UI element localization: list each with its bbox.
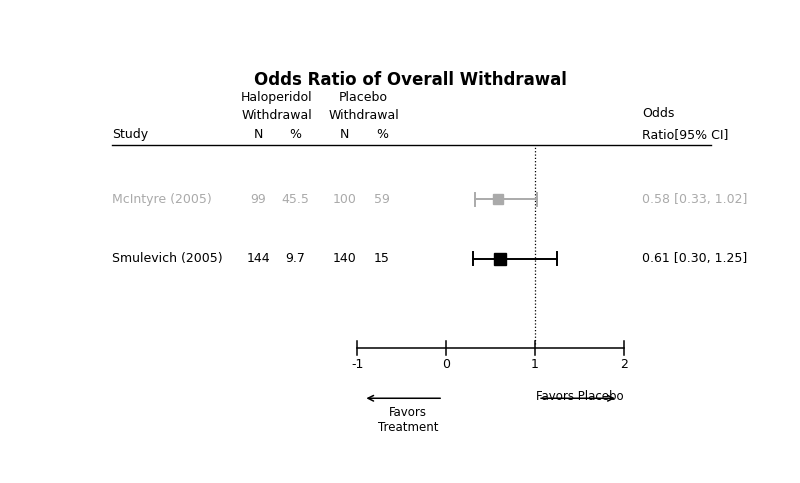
Text: 59: 59 [374,193,390,206]
Text: Odds: Odds [642,107,675,120]
Text: 15: 15 [374,252,390,265]
Text: Haloperidol: Haloperidol [241,90,313,103]
Text: 140: 140 [333,252,357,265]
Text: Ratio[95% CI]: Ratio[95% CI] [642,128,729,141]
Text: N: N [254,128,262,141]
Text: Favors Placebo: Favors Placebo [536,390,623,403]
Text: 100: 100 [333,193,357,206]
Text: 9.7: 9.7 [286,252,306,265]
Text: %: % [376,128,388,141]
Text: 99: 99 [250,193,266,206]
Text: %: % [290,128,302,141]
Text: McIntyre (2005): McIntyre (2005) [112,193,212,206]
Text: Odds Ratio of Overall Withdrawal: Odds Ratio of Overall Withdrawal [254,71,566,89]
Text: Study: Study [112,128,149,141]
Text: 0: 0 [442,358,450,371]
Text: 2: 2 [620,358,628,371]
Text: 0.61 [0.30, 1.25]: 0.61 [0.30, 1.25] [642,252,748,265]
Text: Placebo: Placebo [339,90,388,103]
Text: 1: 1 [531,358,539,371]
Text: Smulevich (2005): Smulevich (2005) [112,252,223,265]
Text: Favors
Treatment: Favors Treatment [378,406,438,434]
Text: -1: -1 [351,358,363,371]
Text: 144: 144 [246,252,270,265]
Text: N: N [340,128,350,141]
Text: Withdrawal: Withdrawal [242,109,312,122]
Text: 45.5: 45.5 [282,193,310,206]
Text: 0.58 [0.33, 1.02]: 0.58 [0.33, 1.02] [642,193,748,206]
Text: Withdrawal: Withdrawal [328,109,399,122]
